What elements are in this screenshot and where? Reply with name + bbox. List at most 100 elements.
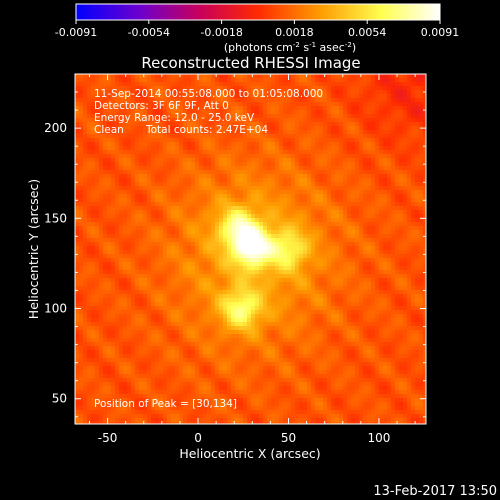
heatmap-cell — [99, 298, 103, 302]
heatmap-cell — [303, 90, 307, 94]
heatmap-cell — [227, 254, 231, 258]
heatmap-cell — [87, 162, 91, 166]
heatmap-cell — [199, 238, 203, 242]
heatmap-cell — [255, 170, 259, 174]
heatmap-cell — [215, 246, 219, 250]
heatmap-cell — [187, 146, 191, 150]
heatmap-cell — [407, 166, 411, 170]
heatmap-cell — [419, 210, 423, 214]
heatmap-cell — [183, 230, 187, 234]
heatmap-cell — [367, 110, 371, 114]
heatmap-cell — [211, 254, 215, 258]
heatmap-cell — [207, 222, 211, 226]
heatmap-cell — [303, 238, 307, 242]
heatmap-cell — [163, 234, 167, 238]
heatmap-cell — [279, 162, 283, 166]
heatmap-cell — [191, 274, 195, 278]
heatmap-cell — [143, 102, 147, 106]
heatmap-cell — [75, 134, 79, 138]
heatmap-cell — [255, 190, 259, 194]
heatmap-cell — [343, 238, 347, 242]
heatmap-cell — [351, 262, 355, 266]
heatmap-cell — [371, 214, 375, 218]
heatmap-cell — [127, 254, 131, 258]
heatmap-cell — [111, 82, 115, 86]
heatmap-cell — [315, 286, 319, 290]
heatmap-cell — [95, 262, 99, 266]
heatmap-cell — [163, 270, 167, 274]
heatmap-cell — [359, 290, 363, 294]
heatmap-cell — [163, 94, 167, 98]
heatmap-cell — [231, 170, 235, 174]
heatmap-cell — [195, 206, 199, 210]
heatmap-cell — [255, 194, 259, 198]
heatmap-cell — [191, 170, 195, 174]
heatmap-cell — [167, 114, 171, 118]
heatmap-cell — [375, 182, 379, 186]
heatmap-cell — [335, 294, 339, 298]
heatmap-cell — [83, 94, 87, 98]
heatmap-cell — [251, 226, 255, 230]
heatmap-cell — [83, 146, 87, 150]
heatmap-cell — [343, 106, 347, 110]
heatmap-cell — [219, 278, 223, 282]
heatmap-cell — [375, 210, 379, 214]
heatmap-cell — [419, 182, 423, 186]
heatmap-cell — [415, 138, 419, 142]
heatmap-cell — [139, 134, 143, 138]
heatmap-cell — [283, 114, 287, 118]
heatmap-cell — [227, 82, 231, 86]
heatmap-cell — [279, 166, 283, 170]
heatmap-cell — [163, 206, 167, 210]
heatmap-cell — [243, 186, 247, 190]
heatmap-cell — [139, 210, 143, 214]
heatmap-cell — [319, 142, 323, 146]
heatmap-cell — [379, 122, 383, 126]
heatmap-cell — [203, 254, 207, 258]
heatmap-cell — [371, 282, 375, 286]
heatmap-cell — [219, 242, 223, 246]
heatmap-cell — [255, 154, 259, 158]
heatmap-cell — [123, 202, 127, 206]
heatmap-cell — [343, 170, 347, 174]
heatmap-cell — [391, 250, 395, 254]
heatmap-cell — [383, 226, 387, 230]
heatmap-cell — [187, 114, 191, 118]
heatmap-cell — [315, 94, 319, 98]
heatmap-cell — [223, 170, 227, 174]
heatmap-cell — [255, 178, 259, 182]
heatmap-cell — [167, 186, 171, 190]
heatmap-cell — [399, 246, 403, 250]
heatmap-cell — [411, 246, 415, 250]
heatmap-cell — [291, 146, 295, 150]
heatmap-cell — [211, 138, 215, 142]
heatmap-cell — [183, 194, 187, 198]
heatmap-cell — [415, 218, 419, 222]
heatmap-cell — [163, 282, 167, 286]
heatmap-cell — [135, 294, 139, 298]
heatmap-cell — [287, 286, 291, 290]
heatmap-cell — [139, 130, 143, 134]
heatmap-cell — [343, 90, 347, 94]
heatmap-cell — [327, 134, 331, 138]
heatmap-cell — [331, 90, 335, 94]
heatmap-cell — [299, 230, 303, 234]
heatmap-cell — [131, 298, 135, 302]
heatmap-cell — [355, 214, 359, 218]
heatmap-cell — [119, 78, 123, 82]
heatmap-cell — [335, 174, 339, 178]
heatmap-cell — [87, 78, 91, 82]
heatmap-cell — [263, 290, 267, 294]
heatmap-cell — [351, 98, 355, 102]
heatmap-cell — [395, 206, 399, 210]
heatmap-cell — [143, 174, 147, 178]
heatmap-cell — [191, 86, 195, 90]
heatmap-cell — [327, 166, 331, 170]
heatmap-cell — [83, 218, 87, 222]
heatmap-cell — [131, 74, 135, 78]
heatmap-cell — [231, 230, 235, 234]
heatmap-cell — [411, 230, 415, 234]
heatmap-cell — [87, 294, 91, 298]
heatmap-cell — [327, 198, 331, 202]
heatmap-cell — [303, 74, 307, 78]
